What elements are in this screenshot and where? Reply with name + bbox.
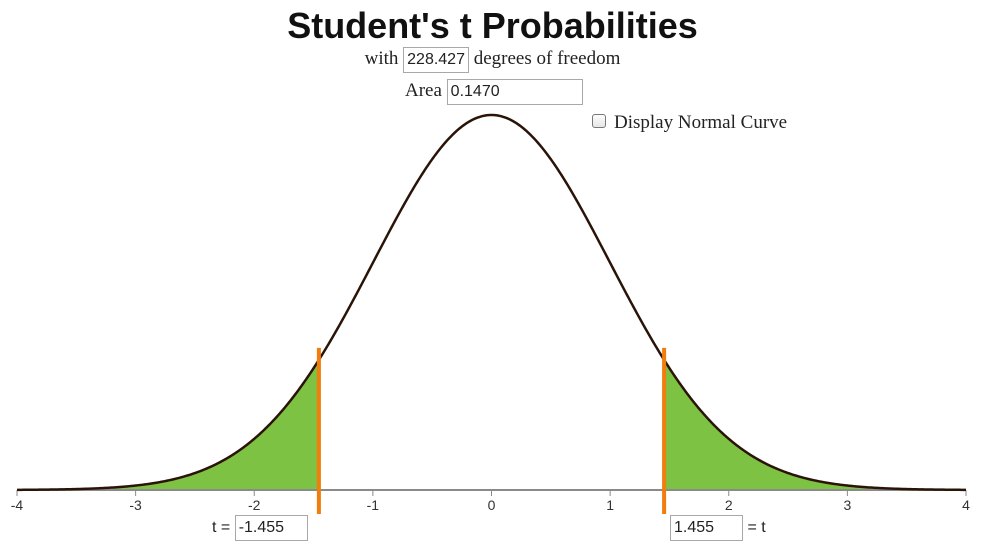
left-tail-area <box>17 359 319 490</box>
degrees-of-freedom-row: with 228.427 degrees of freedom <box>0 46 985 73</box>
x-tick-label: -4 <box>11 497 24 513</box>
x-tick-label: 3 <box>843 497 851 513</box>
t-left-label: t = <box>212 519 231 537</box>
density-curve <box>16 113 967 492</box>
t-left-row: t = -1.455 <box>212 515 308 541</box>
x-tick-label: 1 <box>606 497 614 513</box>
x-tick-label: -3 <box>129 497 142 513</box>
x-tick-label: 4 <box>962 497 970 513</box>
t-right-input[interactable]: 1.455 <box>670 515 743 541</box>
x-tick-label: 2 <box>725 497 733 513</box>
t-left-input[interactable]: -1.455 <box>234 515 308 541</box>
display-normal-curve-checkbox[interactable] <box>592 113 606 128</box>
df-prefix-label: with <box>364 48 399 69</box>
display-normal-curve-label[interactable]: Display Normal Curve <box>614 112 788 133</box>
area-input[interactable]: 0.1470 <box>446 78 583 105</box>
right-tail-area <box>664 359 966 490</box>
x-tick-label: -2 <box>248 497 261 513</box>
x-tick-label: 0 <box>488 497 496 513</box>
x-tick-label: -1 <box>367 497 380 513</box>
page-title: Student's t Probabilities <box>287 5 698 46</box>
t-right-label: = t <box>747 519 766 537</box>
t-right-row: 1.455 = t <box>670 515 766 541</box>
area-label: Area <box>405 80 442 101</box>
area-row: Area 0.1470 <box>405 78 583 105</box>
normal-curve-row: Display Normal Curve <box>592 110 787 136</box>
df-suffix-label: degrees of freedom <box>473 48 621 69</box>
df-input[interactable]: 228.427 <box>403 46 469 73</box>
